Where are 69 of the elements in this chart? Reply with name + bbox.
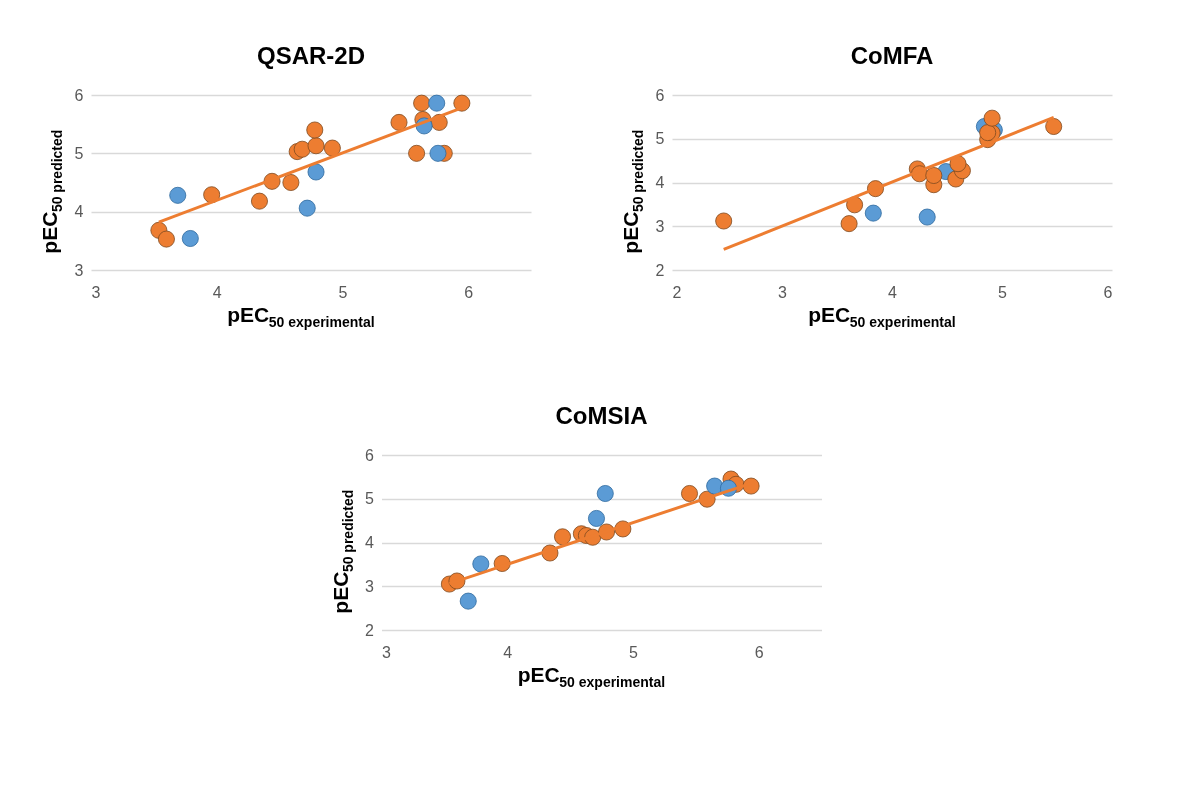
point: [307, 137, 325, 155]
point: [306, 121, 324, 139]
x-tick-label: 3: [91, 283, 101, 301]
point: [554, 528, 571, 546]
point: [918, 208, 936, 226]
point: [596, 485, 614, 502]
point: [846, 196, 864, 214]
point: [323, 139, 341, 157]
x-tick-label: 4: [212, 283, 222, 301]
point: [588, 509, 605, 527]
y-tick-label: 5: [655, 130, 665, 148]
y-tick-label: 4: [74, 203, 84, 221]
point: [282, 174, 300, 191]
point: [715, 212, 733, 230]
chart-title: CoMFA: [850, 42, 934, 69]
point: [979, 124, 997, 142]
point: [307, 163, 325, 181]
y-tick-label: 6: [655, 86, 665, 104]
point: [169, 186, 187, 204]
point: [203, 186, 221, 204]
point: [453, 94, 471, 112]
x-tick-label: 5: [338, 283, 348, 301]
point: [413, 94, 431, 112]
x-tick-label: 6: [754, 643, 764, 661]
y-tick-label: 2: [365, 621, 375, 639]
point: [925, 167, 943, 184]
y-axis-title: pEC50 predicted: [38, 129, 65, 254]
x-tick-label: 4: [888, 283, 898, 301]
point: [742, 477, 760, 495]
point: [298, 199, 316, 217]
point: [949, 155, 967, 173]
x-tick-label: 3: [778, 283, 788, 301]
x-tick-label: 6: [464, 283, 474, 301]
y-tick-label: 2: [655, 261, 665, 279]
y-tick-label: 3: [74, 261, 84, 279]
y-axis-title: pEC50 predicted: [328, 489, 356, 614]
point: [459, 592, 477, 610]
y-tick-label: 4: [655, 174, 665, 191]
point: [408, 144, 426, 162]
x-tick-label: 5: [628, 643, 638, 661]
x-tick-label: 2: [672, 283, 682, 301]
point: [293, 140, 311, 158]
point: [864, 204, 882, 222]
point: [251, 192, 268, 210]
point: [428, 94, 446, 112]
point: [390, 113, 408, 131]
y-tick-label: 5: [365, 490, 375, 508]
point: [1045, 118, 1063, 135]
y-tick-label: 3: [365, 577, 375, 595]
point: [983, 109, 1001, 127]
point: [157, 230, 175, 248]
y-tick-label: 6: [365, 446, 375, 464]
point: [472, 555, 490, 573]
point: [181, 230, 199, 247]
x-tick-label: 4: [503, 643, 513, 661]
x-tick-label: 5: [998, 283, 1008, 301]
y-tick-label: 4: [365, 534, 375, 551]
y-tick-label: 5: [74, 144, 84, 162]
chart-title: QSAR-2D: [256, 42, 366, 69]
point: [706, 477, 724, 495]
x-tick-label: 6: [1103, 283, 1113, 301]
y-axis-title: pEC50 predicted: [619, 129, 646, 254]
point: [429, 144, 447, 162]
point: [840, 215, 858, 233]
y-tick-label: 6: [74, 86, 84, 104]
point: [681, 485, 698, 502]
chart-title: CoMSIA: [555, 402, 648, 429]
x-tick-label: 3: [382, 643, 391, 661]
y-tick-label: 3: [655, 217, 665, 235]
